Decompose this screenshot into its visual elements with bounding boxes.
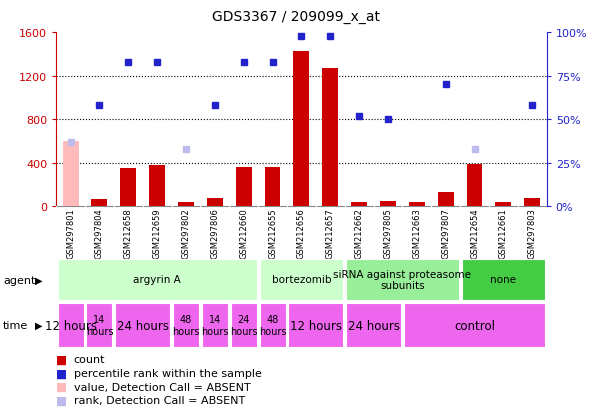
- Text: 24
hours: 24 hours: [230, 314, 258, 336]
- Text: GSM212654: GSM212654: [470, 208, 479, 259]
- Text: ■: ■: [56, 353, 67, 366]
- Text: GSM297805: GSM297805: [384, 208, 392, 259]
- Text: percentile rank within the sample: percentile rank within the sample: [74, 368, 262, 378]
- Text: ▶: ▶: [35, 320, 43, 330]
- Text: time: time: [3, 320, 28, 330]
- Text: count: count: [74, 354, 105, 364]
- Text: GSM212655: GSM212655: [268, 208, 277, 259]
- Bar: [495, 202, 511, 206]
- Text: GDS3367 / 209099_x_at: GDS3367 / 209099_x_at: [212, 10, 379, 24]
- Text: GSM212659: GSM212659: [152, 208, 161, 259]
- Bar: [294, 52, 309, 206]
- Text: ■: ■: [56, 366, 67, 380]
- Bar: [63, 202, 79, 206]
- Text: 14
hours: 14 hours: [86, 314, 113, 336]
- Text: GSM212660: GSM212660: [239, 208, 248, 259]
- Bar: [524, 199, 540, 206]
- Text: control: control: [454, 319, 495, 332]
- Text: GSM212656: GSM212656: [297, 208, 306, 259]
- Bar: [202, 303, 228, 348]
- Text: 48
hours: 48 hours: [172, 314, 200, 336]
- Bar: [351, 202, 367, 206]
- Text: GSM297801: GSM297801: [66, 208, 75, 259]
- Bar: [57, 259, 256, 300]
- Text: GSM212658: GSM212658: [124, 208, 133, 259]
- Bar: [178, 202, 194, 206]
- Text: 14
hours: 14 hours: [201, 314, 229, 336]
- Text: GSM297807: GSM297807: [441, 208, 450, 259]
- Bar: [404, 303, 545, 348]
- Bar: [121, 169, 136, 206]
- Text: bortezomib: bortezomib: [272, 275, 331, 285]
- Bar: [409, 202, 425, 206]
- Bar: [467, 164, 482, 206]
- Text: argyrin A: argyrin A: [133, 275, 181, 285]
- Text: 12 hours: 12 hours: [44, 319, 96, 332]
- Bar: [86, 303, 112, 348]
- Text: GSM297803: GSM297803: [528, 208, 537, 259]
- Bar: [259, 259, 343, 300]
- Text: ■: ■: [56, 380, 67, 393]
- Bar: [230, 303, 256, 348]
- Bar: [462, 259, 545, 300]
- Text: GSM212657: GSM212657: [326, 208, 335, 259]
- Text: GSM297804: GSM297804: [95, 208, 104, 259]
- Text: 48
hours: 48 hours: [259, 314, 286, 336]
- Text: GSM212663: GSM212663: [413, 208, 421, 259]
- Text: value, Detection Call = ABSENT: value, Detection Call = ABSENT: [74, 382, 251, 392]
- Text: siRNA against proteasome
subunits: siRNA against proteasome subunits: [333, 269, 472, 291]
- Bar: [265, 168, 281, 206]
- Bar: [322, 69, 338, 206]
- Text: GSM297802: GSM297802: [181, 208, 190, 259]
- Bar: [346, 303, 401, 348]
- Text: rank, Detection Call = ABSENT: rank, Detection Call = ABSENT: [74, 395, 245, 405]
- Text: 12 hours: 12 hours: [290, 319, 342, 332]
- Bar: [346, 259, 459, 300]
- Text: 24 hours: 24 hours: [116, 319, 168, 332]
- Text: none: none: [491, 275, 517, 285]
- Bar: [207, 199, 223, 206]
- Text: ■: ■: [56, 394, 67, 407]
- Bar: [115, 303, 170, 348]
- Text: GSM212661: GSM212661: [499, 208, 508, 259]
- Text: 24 hours: 24 hours: [348, 319, 400, 332]
- Text: GSM297806: GSM297806: [210, 208, 219, 259]
- Bar: [149, 165, 165, 206]
- Bar: [288, 303, 343, 348]
- Text: ▶: ▶: [35, 275, 43, 285]
- Bar: [57, 303, 83, 348]
- Text: agent: agent: [3, 275, 35, 285]
- Bar: [92, 200, 108, 206]
- Bar: [173, 303, 199, 348]
- Bar: [259, 303, 285, 348]
- Bar: [438, 192, 454, 206]
- Text: GSM212662: GSM212662: [355, 208, 363, 259]
- Bar: [380, 202, 396, 206]
- Bar: [63, 142, 79, 206]
- Bar: [236, 168, 252, 206]
